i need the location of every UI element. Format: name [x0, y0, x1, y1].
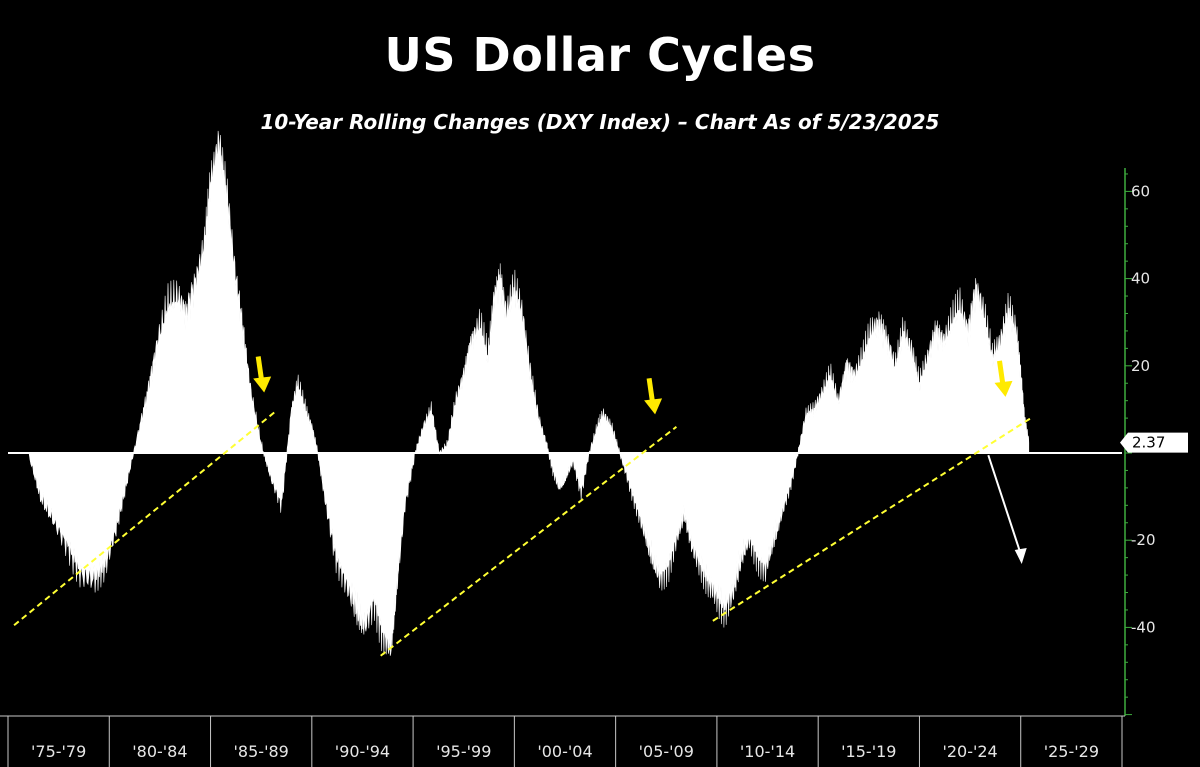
projection-arrow-icon [987, 454, 1027, 564]
dxy-rolling-change-area [27, 130, 1030, 656]
y-tick-label: 20 [1131, 357, 1150, 375]
y-tick-label: 60 [1131, 182, 1150, 200]
x-tick-label: '80-'84 [132, 742, 187, 761]
y-tick-label: -20 [1131, 531, 1156, 549]
trendline-1 [13, 410, 276, 626]
trendline-layer [13, 410, 1032, 657]
x-axis: '75-'79 '80-'84 '85-'89 '90-'94 '95-'99 '00-'… [0, 715, 1125, 767]
y-axis: 60 40 20 -20 -40 [1124, 168, 1156, 716]
last-value-layer: 2.37 [1120, 432, 1188, 453]
x-tick-label: '05-'09 [639, 742, 694, 761]
chart-title: US Dollar Cycles [384, 28, 816, 82]
trendline-2 [380, 426, 678, 657]
x-tick-label: '10-'14 [740, 742, 795, 761]
down-arrow-icon [994, 360, 1013, 397]
projection-arrow-shaft [987, 454, 1022, 555]
area-layer [27, 130, 1030, 656]
last-value-label: 2.37 [1132, 434, 1165, 452]
down-arrow-head [644, 398, 663, 415]
arrow-layer [253, 356, 1027, 564]
trendline-3 [712, 417, 1032, 622]
x-tick-label: '75-'79 [31, 742, 86, 761]
projection-arrow-head [1014, 548, 1027, 564]
chart-subtitle: 10-Year Rolling Changes (DXY Index) – Ch… [260, 110, 940, 134]
y-tick-label: 40 [1131, 270, 1150, 288]
x-tick-label: '25-'29 [1044, 742, 1099, 761]
down-arrow-icon [644, 377, 663, 415]
down-arrow-head [994, 380, 1013, 397]
x-tick-label: '90-'94 [335, 742, 390, 761]
x-tick-label: '20-'24 [942, 742, 997, 761]
x-tick-label: '00-'04 [537, 742, 592, 761]
last-value-badge [1120, 432, 1188, 453]
down-arrow-head [253, 376, 272, 393]
y-tick-label: -40 [1131, 618, 1156, 636]
x-tick-label: '95-'99 [436, 742, 491, 761]
down-arrow-icon [253, 356, 272, 393]
x-tick-label: '15-'19 [841, 742, 896, 761]
x-tick-label: '85-'89 [234, 742, 289, 761]
